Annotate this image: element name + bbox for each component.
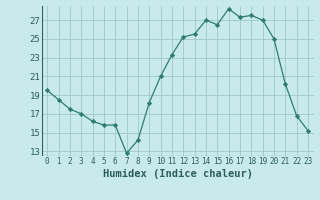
X-axis label: Humidex (Indice chaleur): Humidex (Indice chaleur) (103, 169, 252, 179)
